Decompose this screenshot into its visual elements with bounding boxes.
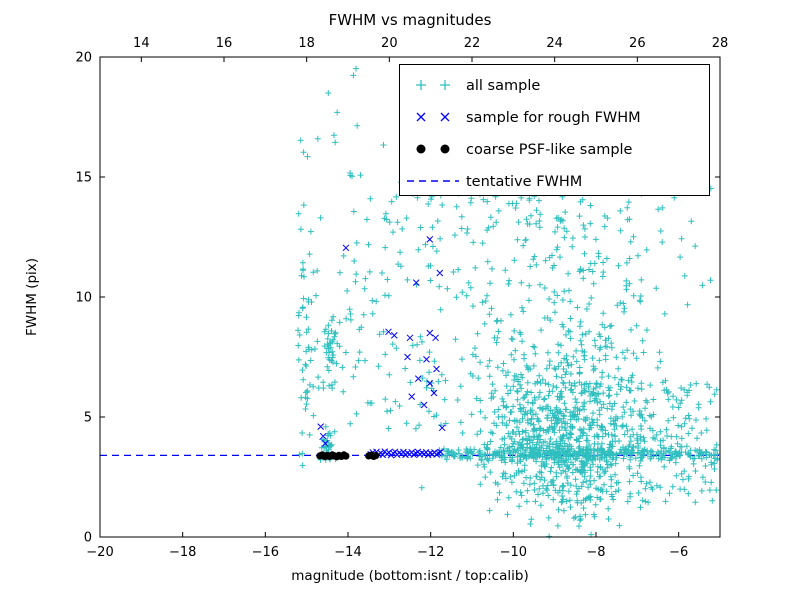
x-top-tick-label: 28 [712, 36, 729, 51]
y-tick-label: 10 [75, 291, 92, 306]
dot-marker-icon [416, 144, 426, 154]
plot-generated-content: −20 −18 −16 −14 −12 −10 −8 −6 14 16 18 20 22 24 26 28 0 5… [75, 36, 728, 560]
x-marker-icon [416, 112, 450, 122]
series-rough-fwhm-points [317, 236, 446, 459]
x-tick-label: −18 [169, 545, 196, 560]
x-top-tick-label: 16 [216, 36, 233, 51]
x-tick-label: −10 [500, 545, 527, 560]
x-tick-label: −16 [252, 545, 279, 560]
series-coarse-psf-points [316, 451, 380, 461]
series-all-sample-points [295, 65, 721, 540]
x-tick-label: −6 [669, 545, 688, 560]
legend-box [399, 64, 710, 196]
x-top-tick-label: 24 [546, 36, 563, 51]
x-top-tick-label: 20 [381, 36, 398, 51]
y-axis-label: FWHM (pix) [24, 258, 40, 336]
chart-title: FWHM vs magnitudes [329, 11, 492, 29]
y-tick-label: 5 [84, 411, 92, 426]
legend-entry-all-sample: all sample [416, 78, 540, 94]
plus-marker-icon [416, 80, 450, 90]
legend-entry-coarse-psf: coarse PSF-like sample [416, 142, 633, 158]
legend-label: coarse PSF-like sample [466, 142, 633, 158]
legend-entry-rough-fwhm: sample for rough FWHM [416, 110, 641, 126]
x-top-tick-label: 14 [133, 36, 150, 51]
x-top-tick-label: 26 [629, 36, 646, 51]
x-tick-label: −12 [417, 545, 444, 560]
legend-entry-tentative-fwhm: tentative FWHM [407, 174, 582, 190]
y-tick-label: 0 [84, 531, 92, 546]
x-tick-label: −8 [586, 545, 605, 560]
dot-marker-icon [440, 144, 450, 154]
x-top-tick-label: 22 [464, 36, 481, 51]
legend: all sample sample for rough FWHM coarse … [399, 64, 710, 196]
x-top-tick-label: 18 [298, 36, 315, 51]
x-axis-label: magnitude (bottom:isnt / top:calib) [291, 568, 528, 584]
y-tick-label: 15 [75, 171, 92, 186]
x-tick-label: −14 [334, 545, 361, 560]
legend-label: tentative FWHM [466, 174, 582, 190]
legend-label: sample for rough FWHM [466, 110, 641, 126]
y-tick-label: 20 [75, 51, 92, 66]
legend-label: all sample [466, 78, 540, 94]
x-tick-label: −20 [86, 545, 113, 560]
